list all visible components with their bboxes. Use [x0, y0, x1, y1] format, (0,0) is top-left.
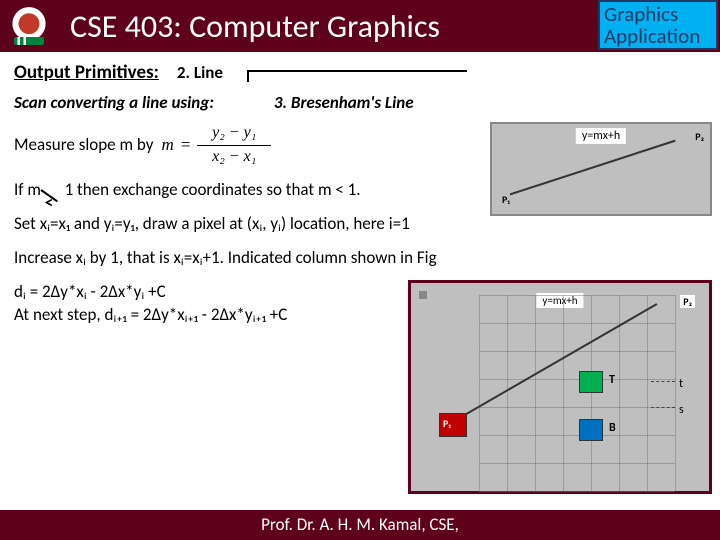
- fig1-equation: y=mx+h: [576, 128, 626, 144]
- fraction-numerator: y₂ − y₁: [206, 122, 262, 144]
- footer-author: Prof. Dr. A. H. M. Kamal, CSE,: [0, 510, 720, 540]
- scan-subtitle: Scan converting a line using:: [14, 91, 214, 115]
- university-logo: [6, 3, 52, 49]
- fraction-denominator: x₂ − x₁: [206, 146, 262, 168]
- algorithm-name: 3. Bresenham's Line: [274, 91, 414, 115]
- fig2-s-distance-label: s: [679, 403, 684, 417]
- fig2-b-pixel: [579, 419, 603, 441]
- slope-formula: m = y₂ − y₁ x₂ − x₁: [161, 122, 271, 168]
- course-title: CSE 403: Computer Graphics: [70, 7, 440, 46]
- fig1-line-segment: [508, 140, 676, 196]
- topic-badge: Graphics Application: [598, 0, 718, 50]
- slope-prefix: Measure slope m by: [14, 133, 153, 157]
- bracket-mark: [247, 70, 467, 82]
- title-bar: CSE 403: Computer Graphics Graphics Appl…: [0, 0, 720, 52]
- fig2-t-label: T: [609, 373, 615, 387]
- fig2-p1-label: P₁: [443, 417, 451, 430]
- fig1-p2-label: P₂: [695, 130, 704, 143]
- fig2-t-distance-label: t: [679, 377, 683, 391]
- fig2-t-pixel: [579, 371, 603, 393]
- section-item: 2. Line: [177, 61, 223, 85]
- fig2-p2-label: P₂: [680, 295, 695, 308]
- fig2-s-tick: [651, 407, 675, 408]
- fig2-t-tick: [651, 381, 675, 382]
- figure-line-overview: y=mx+h P₁ P₂: [490, 122, 712, 216]
- figure-bresenham-grid: y=mx+h P₁ T B t s P₂: [408, 280, 712, 494]
- fig2-b-label: B: [609, 421, 616, 435]
- increase-line: Increase xᵢ by 1, that is xᵢ=xᵢ+1. Indic…: [14, 246, 706, 270]
- fig2-sample-point: [419, 291, 427, 299]
- badge-line-1: Graphics: [604, 3, 716, 25]
- fig1-p1-label: P₁: [502, 193, 510, 206]
- badge-line-2: Application: [604, 25, 716, 47]
- section-heading: Output Primitives:: [14, 60, 159, 87]
